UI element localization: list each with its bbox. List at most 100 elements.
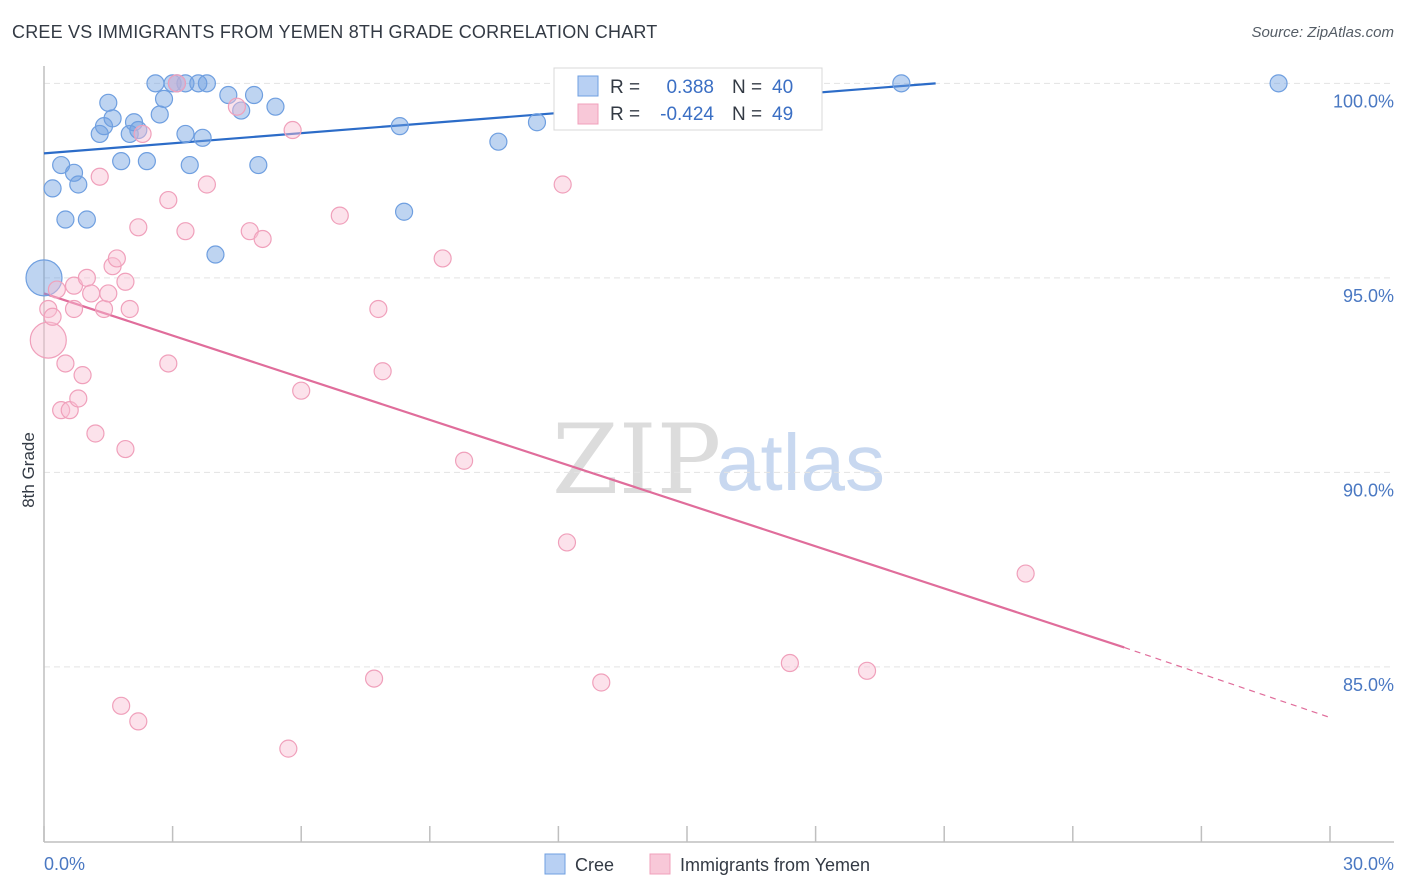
point-yemen (64, 299, 84, 319)
point-yemen (69, 389, 88, 408)
stats-swatch-cree (577, 75, 599, 97)
point-cree (244, 85, 264, 105)
point-yemen (176, 222, 195, 241)
point-cree (197, 74, 216, 93)
point-yemen (99, 284, 118, 303)
point-yemen (129, 712, 148, 731)
y-tick-label: 100.0% (1333, 91, 1394, 111)
point-yemen (279, 739, 298, 758)
point-yemen (73, 366, 92, 385)
point-yemen (112, 696, 131, 715)
point-cree-large (25, 259, 63, 297)
point-cree (394, 202, 414, 221)
data-points (25, 74, 1288, 758)
point-yemen (364, 669, 384, 688)
point-yemen (433, 249, 452, 268)
y-axis-label: 8th Grade (19, 432, 38, 508)
stats-r-label-yemen: R = (610, 104, 640, 125)
stats-r-label-cree: R = (610, 77, 640, 98)
trend-lines (43, 82, 1331, 719)
point-yemen (120, 299, 139, 319)
point-cree (193, 128, 212, 147)
stats-n-label-yemen: N = (732, 104, 762, 125)
point-cree (154, 89, 174, 109)
stats-n-value-cree: 40 (772, 77, 793, 98)
legend-label-yemen: Immigrants from Yemen (680, 855, 870, 875)
stats-swatch-yemen (577, 103, 599, 125)
y-tick-label: 95.0% (1343, 286, 1394, 306)
point-yemen-large (29, 321, 67, 359)
legend-swatch-yemen (649, 853, 671, 875)
point-yemen (47, 280, 66, 299)
point-yemen (330, 206, 349, 225)
point-cree (120, 124, 139, 144)
x-tick-label-max: 30.0% (1343, 854, 1394, 874)
point-yemen (107, 249, 126, 268)
point-cree (103, 109, 122, 128)
point-cree (489, 132, 508, 151)
point-cree (527, 113, 547, 132)
point-cree (1269, 74, 1288, 93)
point-yemen (592, 673, 611, 692)
legend: Cree Immigrants from Yemen (544, 853, 870, 875)
point-cree (43, 179, 62, 198)
watermark-atlas: atlas (716, 418, 885, 507)
point-yemen (1016, 564, 1035, 583)
point-cree (163, 74, 182, 93)
point-cree (137, 152, 156, 171)
legend-label-cree: Cree (575, 855, 614, 875)
trend-extension-yemen (1124, 646, 1331, 719)
point-cree (180, 155, 199, 175)
point-yemen (454, 451, 474, 470)
point-yemen (56, 354, 75, 373)
gridlines (44, 82, 1394, 668)
stats-n-label-cree: N = (732, 77, 762, 98)
watermark-zip: ZIP (552, 404, 721, 516)
point-yemen (292, 381, 311, 400)
point-cree (56, 210, 75, 229)
point-yemen (116, 272, 135, 291)
y-tick-label: 90.0% (1343, 480, 1394, 500)
point-cree (390, 117, 409, 136)
stats-box: R = 0.388 N = 40 R = -0.424 N = 49 (553, 67, 823, 131)
y-tick-label: 85.0% (1343, 675, 1394, 695)
point-yemen (90, 167, 109, 186)
point-cree (99, 93, 118, 112)
point-cree (69, 175, 88, 194)
point-yemen (227, 97, 246, 116)
point-yemen (253, 229, 272, 249)
trend-line-yemen (43, 292, 1125, 649)
point-yemen (197, 175, 216, 194)
point-yemen (553, 175, 572, 194)
point-cree (112, 152, 131, 171)
stats-r-value-cree: 0.388 (666, 77, 714, 98)
point-cree (64, 163, 84, 182)
point-cree (150, 105, 169, 124)
point-yemen (373, 362, 392, 381)
point-yemen (283, 120, 302, 140)
point-yemen (857, 661, 877, 680)
point-yemen (94, 299, 114, 319)
point-cree (892, 74, 911, 93)
point-yemen (86, 424, 105, 443)
point-cree (176, 124, 195, 144)
point-cree (206, 245, 225, 264)
point-cree (266, 97, 285, 116)
point-yemen (133, 124, 152, 144)
stats-n-value-yemen: 49 (772, 104, 793, 125)
point-cree (249, 155, 268, 175)
point-yemen (159, 190, 178, 210)
point-yemen (129, 218, 148, 237)
point-yemen (167, 74, 186, 93)
axes: 85.0% 90.0% 95.0% 100.0% (43, 66, 1394, 843)
point-yemen (82, 284, 101, 303)
x-tick-label-min: 0.0% (44, 854, 85, 874)
point-cree (77, 210, 96, 229)
point-yemen (77, 268, 96, 287)
stats-box-frame (553, 67, 823, 131)
point-yemen (369, 299, 388, 319)
point-yemen (43, 307, 62, 326)
point-yemen (780, 653, 799, 673)
source-label: Source: ZipAtlas.com (1251, 24, 1394, 41)
